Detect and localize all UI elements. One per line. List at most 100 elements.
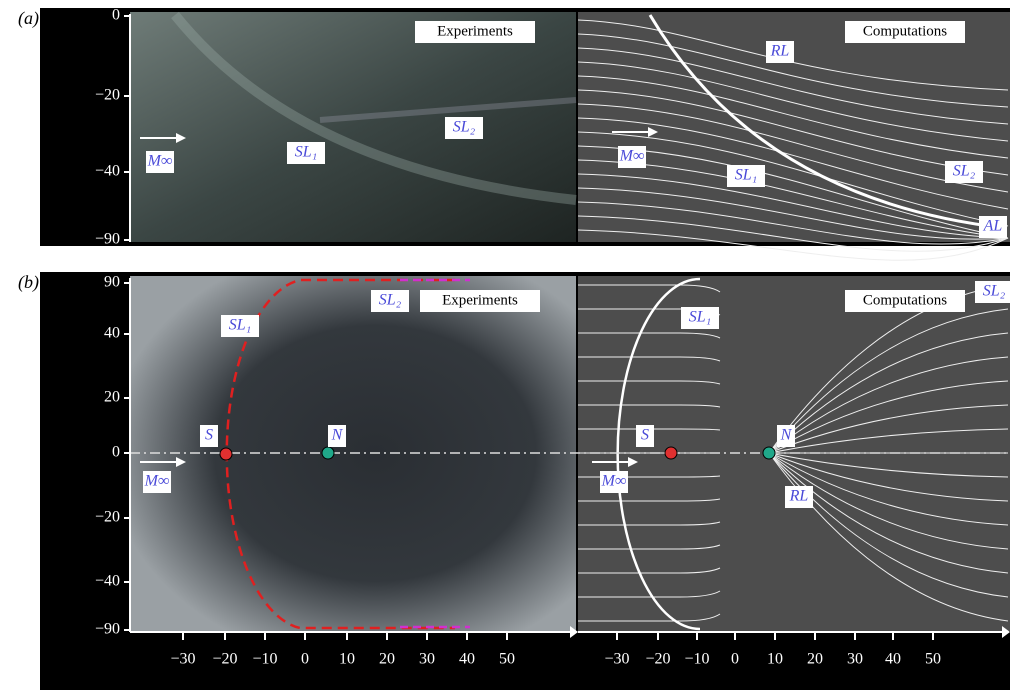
annotation: M∞ [144,473,170,490]
streamline [577,103,1009,193]
label-box [636,425,654,447]
x-tick-label: 50 [499,651,515,668]
label-box [328,425,346,447]
annotation: SL₂ [983,283,1006,300]
y-axis-label: φ(deg.) [48,101,69,153]
annotation: RL [770,43,790,60]
separation-line [648,14,1006,230]
x-axis-label: x(mm) [711,667,758,688]
x-tick-label: −30 [604,651,629,668]
streamline [578,380,721,385]
streamline [577,19,1009,91]
streamline [578,428,721,431]
streamline [577,117,1009,210]
label-box [287,142,325,164]
y-tick-label: 40 [104,325,120,342]
y-tick-label: −20 [95,509,120,526]
streamline [578,356,721,362]
streamline [577,215,1009,252]
label-box [445,117,483,139]
label-box [200,425,218,447]
label-box [975,281,1013,303]
y-tick-label: −20 [95,87,120,104]
annotation: M∞ [601,473,627,490]
x-tick-label: 20 [379,651,395,668]
label-box [420,290,540,312]
streamline [578,613,721,622]
streamline [578,475,721,478]
label-box [845,290,965,312]
streamline [578,498,721,502]
streamline [577,33,1009,108]
x-tick-label: −30 [170,651,195,668]
annotation: SL₁ [689,309,711,326]
streamline [768,452,1009,526]
flow-arrow-head [176,133,186,143]
streamline [577,131,1009,227]
label-box [766,41,794,63]
annotation: SL₂ [453,119,476,136]
annotation: SL₁ [735,167,757,184]
secondary-line [400,278,470,629]
label-box [146,151,174,173]
y-axis-label: φ(deg.) [48,381,69,433]
streamline [577,75,1009,159]
saddle-point [219,447,233,461]
y-tick-label: −40 [95,573,120,590]
y-tick-label: 20 [104,389,120,406]
panel-title: Experiments [437,23,513,39]
y-tick-label: −90 [95,621,120,638]
flow-arrow-head [628,457,638,467]
x-tick-label: 30 [419,651,435,668]
streamline [578,590,721,598]
streamline [768,428,1009,454]
panel-label: (b) [18,272,39,293]
shock-trace [319,97,577,123]
annotation: SL₂ [953,163,976,180]
streamline [768,452,1009,478]
x-tick-label: 40 [459,651,475,668]
streamline [577,89,1009,176]
streamline [768,452,1009,550]
streamline [768,452,1009,622]
y-tick-label: 90 [104,274,120,291]
label-box [785,486,813,508]
streamline [577,201,1009,245]
annotation: N [780,427,793,444]
label-box [777,425,795,447]
panel-title: Computations [863,292,947,308]
x-tick-label: 10 [767,651,783,668]
streamline [768,452,1009,574]
axis-arrow [570,626,578,638]
saddle-point [664,446,678,460]
flow-arrow-head [648,127,658,137]
shock-trace [171,11,577,205]
annotation: SL₁ [295,144,317,161]
x-tick-label: 0 [301,651,309,668]
annotation: M∞ [619,148,645,165]
label-box [143,471,171,493]
y-tick-label: 0 [112,444,120,461]
label-box [979,216,1007,238]
x-tick-label: −20 [645,651,670,668]
annotation: M∞ [147,153,173,170]
x-tick-label: 30 [847,651,863,668]
panel-title: Experiments [442,292,518,308]
x-tick-label: 20 [807,651,823,668]
streamline [577,229,1009,261]
streamline [578,544,721,550]
annotation: SL₂ [379,292,402,309]
x-tick-label: −10 [252,651,277,668]
flow-arrow-head [176,457,186,467]
label-box [618,146,646,168]
annotation: SL₁ [229,317,251,334]
streamline [577,61,1009,142]
label-box [727,165,765,187]
label-box [600,471,628,493]
label-box [371,290,409,312]
panel-title: Computations [863,23,947,39]
streamline [768,452,1009,502]
label-box [415,21,535,43]
x-tick-label: 40 [885,651,901,668]
